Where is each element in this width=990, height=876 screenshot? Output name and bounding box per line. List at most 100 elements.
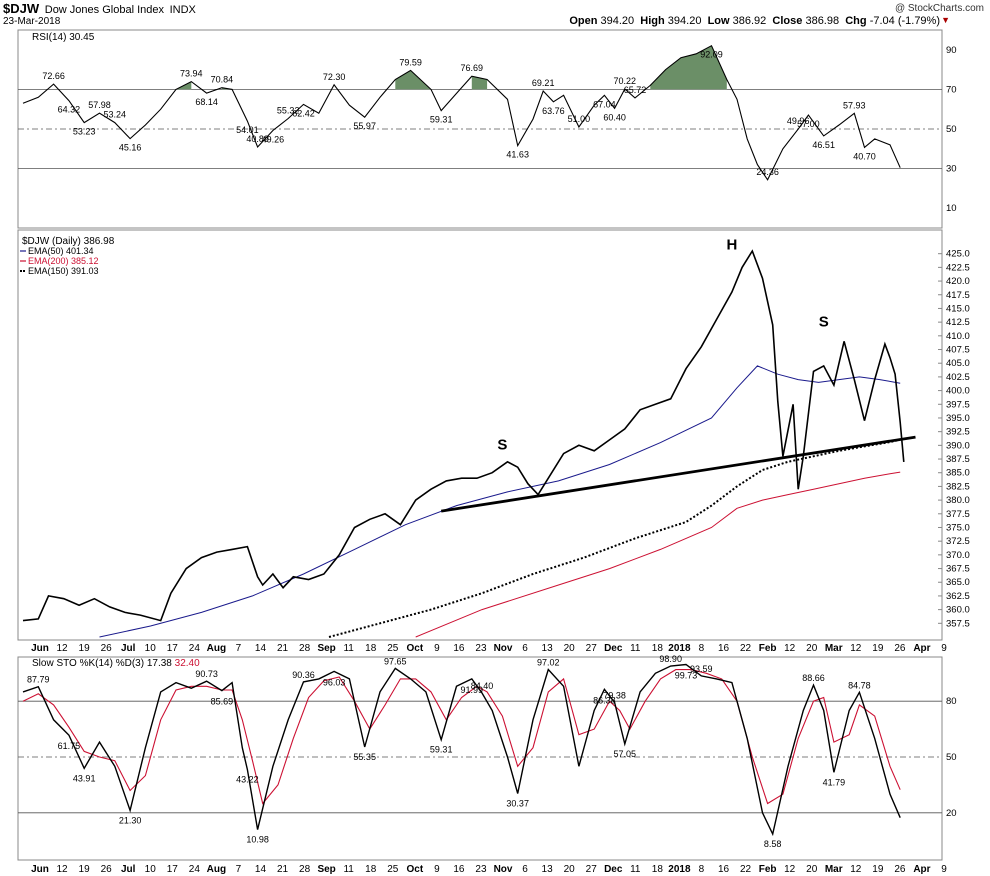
dropdown-arrow-icon[interactable]: ▼ bbox=[941, 15, 950, 25]
chart-header: $DJW Dow Jones Global Index INDX 23-Mar-… bbox=[0, 0, 990, 30]
x-axis-label: Oct bbox=[406, 643, 423, 654]
x-axis-label: 24 bbox=[189, 864, 201, 875]
low-label: Low bbox=[707, 15, 730, 27]
rsi-value-label: 73.94 bbox=[180, 69, 203, 79]
credit: @ StockCharts.com bbox=[894, 3, 984, 14]
sto-tick-label: 20 bbox=[946, 808, 957, 819]
price-tick-label: 407.5 bbox=[946, 345, 970, 356]
sto-value-label: 43.91 bbox=[73, 773, 96, 783]
rsi-value-label: 54.01 bbox=[236, 125, 259, 135]
x-axis-label: 19 bbox=[872, 864, 884, 875]
x-axis-label: 13 bbox=[542, 864, 554, 875]
sto-value-label: 84.40 bbox=[471, 681, 494, 691]
x-axis-label: 17 bbox=[167, 643, 179, 654]
x-axis-label: 12 bbox=[850, 864, 862, 875]
rsi-tick-label: 90 bbox=[946, 45, 957, 56]
x-axis-label: 24 bbox=[189, 643, 201, 654]
x-axis-label: 10 bbox=[145, 643, 157, 654]
rsi-value-label: 69.21 bbox=[532, 78, 555, 88]
price-line bbox=[22, 249, 905, 622]
rsi-value-label: 72.66 bbox=[42, 71, 65, 81]
x-axis-label: 16 bbox=[453, 643, 465, 654]
legend-entry: EMA(200) 385.12 bbox=[28, 256, 99, 266]
x-axis-label: 26 bbox=[101, 864, 113, 875]
x-axis-label: 21 bbox=[277, 864, 289, 875]
x-axis-label: 9 bbox=[941, 643, 947, 654]
pattern-annotation: H bbox=[726, 237, 737, 254]
high-value: 394.20 bbox=[667, 15, 702, 27]
symbol-title: $DJW Dow Jones Global Index INDX bbox=[3, 1, 196, 16]
x-axis-label: Aug bbox=[207, 864, 226, 875]
price-tick-label: 367.5 bbox=[946, 564, 970, 575]
chart-date: 23-Mar-2018 bbox=[3, 16, 61, 27]
sto-value-label: 93.59 bbox=[690, 664, 713, 674]
x-axis-label: Apr bbox=[913, 643, 930, 654]
rsi-value-label: 40.70 bbox=[853, 151, 876, 161]
sto-value-label: 8.58 bbox=[764, 839, 782, 849]
x-axis-label: Jun bbox=[31, 643, 49, 654]
x-axis-label: 20 bbox=[564, 643, 576, 654]
x-axis-label: 14 bbox=[255, 643, 267, 654]
chg-value: -7.04 (-1.79%) bbox=[869, 15, 940, 27]
rsi-value-label: 53.24 bbox=[104, 110, 127, 120]
rsi-tick-label: 70 bbox=[946, 84, 957, 95]
rsi-value-label: 68.14 bbox=[195, 97, 218, 107]
rsi-value-label: 72.30 bbox=[323, 72, 346, 82]
x-axis-label: 23 bbox=[475, 643, 487, 654]
sto-value-label: 61.75 bbox=[58, 741, 81, 751]
index-name: Dow Jones Global Index bbox=[44, 4, 164, 16]
price-tick-label: 397.5 bbox=[946, 399, 970, 410]
rsi-value-label: 40.89 bbox=[246, 134, 269, 144]
rsi-overbought-fill bbox=[471, 76, 488, 90]
rsi-tick-label: 50 bbox=[946, 124, 957, 135]
rsi-title: RSI(14) 30.45 bbox=[32, 32, 95, 43]
x-axis-label: 26 bbox=[894, 864, 906, 875]
x-axis-label: 14 bbox=[255, 864, 267, 875]
x-axis-label: 20 bbox=[806, 864, 818, 875]
x-axis-label: 21 bbox=[277, 643, 289, 654]
rsi-tick-label: 10 bbox=[946, 203, 957, 214]
close-value: 386.98 bbox=[805, 15, 840, 27]
ema50-line bbox=[99, 365, 901, 638]
x-axis-label: 2018 bbox=[668, 643, 691, 654]
x-axis-label: 9 bbox=[434, 643, 440, 654]
x-axis-label: 25 bbox=[387, 864, 399, 875]
x-axis-label: 22 bbox=[740, 643, 752, 654]
rsi-value-label: 65.72 bbox=[624, 85, 647, 95]
rsi-value-label: 57.00 bbox=[797, 119, 820, 129]
x-axis-label: 10 bbox=[145, 864, 157, 875]
x-axis-label: 12 bbox=[784, 643, 796, 654]
sto-value-label: 88.66 bbox=[802, 673, 825, 683]
price-tick-label: 402.5 bbox=[946, 372, 970, 383]
price-panel bbox=[17, 229, 943, 641]
x-axis-label: 16 bbox=[718, 864, 730, 875]
price-tick-label: 410.0 bbox=[946, 331, 970, 342]
x-axis-label: 12 bbox=[56, 643, 68, 654]
sto-tick-label: 80 bbox=[946, 696, 957, 707]
x-axis-label: 9 bbox=[941, 864, 947, 875]
rsi-value-label: 57.98 bbox=[88, 100, 111, 110]
price-tick-label: 370.0 bbox=[946, 550, 970, 561]
rsi-value-label: 46.51 bbox=[812, 140, 835, 150]
sto-value-label: 86.38 bbox=[593, 695, 616, 705]
ohlc-readout: Open 394.20 High 394.20 Low 386.92 Close… bbox=[569, 15, 940, 27]
x-axis-label: 26 bbox=[894, 643, 906, 654]
rsi-value-label: 70.84 bbox=[211, 75, 234, 85]
x-axis-label: 6 bbox=[522, 643, 528, 654]
x-axis-label: 7 bbox=[236, 643, 242, 654]
x-axis-label: 25 bbox=[387, 643, 399, 654]
sto-value-label: 43.22 bbox=[236, 775, 259, 785]
sto-value-label: 87.79 bbox=[27, 675, 50, 685]
sto-value-label: 21.30 bbox=[119, 815, 142, 825]
sto-value-label: 41.79 bbox=[823, 777, 846, 787]
x-axis-label: 6 bbox=[522, 864, 528, 875]
rsi-value-label: 60.40 bbox=[603, 112, 626, 122]
x-axis-label: 12 bbox=[850, 643, 862, 654]
rsi-value-label: 53.23 bbox=[73, 127, 96, 137]
rsi-value-label: 57.93 bbox=[843, 100, 866, 110]
x-axis-label: 28 bbox=[299, 864, 311, 875]
sto-d-value: 32.40 bbox=[175, 658, 200, 669]
sto-value-label: 90.73 bbox=[195, 669, 218, 679]
rsi-value-label: 55.97 bbox=[353, 121, 376, 131]
x-axis-label: 19 bbox=[872, 643, 884, 654]
